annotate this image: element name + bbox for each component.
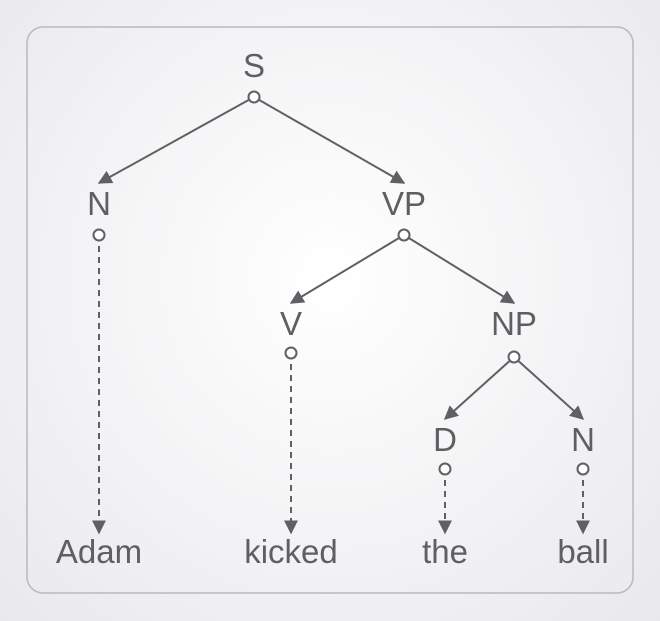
joint-n1 [92, 228, 106, 242]
joint-d [438, 462, 452, 476]
joint-n2 [576, 462, 590, 476]
node-label-vp: VP [382, 185, 426, 222]
node-label-d: D [433, 421, 457, 458]
word-kicked: kicked [244, 533, 338, 570]
tree-edges [97, 96, 585, 420]
node-label-n1: N [87, 185, 111, 222]
diagram-frame [26, 26, 634, 594]
edge-s-to-vp [253, 96, 406, 184]
node-label-s: S [243, 47, 265, 84]
edge-vp-to-v [289, 234, 405, 304]
joint-v [284, 346, 298, 360]
joint-s [247, 90, 261, 104]
tree-joints [92, 90, 590, 476]
edge-s-to-n1 [97, 96, 255, 184]
node-label-v: V [280, 305, 302, 342]
edge-vp-to-np [403, 234, 516, 304]
leaf-edges [92, 235, 590, 535]
node-label-np: NP [491, 305, 537, 342]
joint-vp [397, 228, 411, 242]
joint-np [507, 350, 521, 364]
word-ball: ball [557, 533, 608, 570]
edge-np-to-n2 [513, 356, 585, 420]
tree-labels: Adam kicked the ball S N VP V NP D N [56, 47, 609, 570]
node-label-n2: N [571, 421, 595, 458]
edge-np-to-d [443, 356, 515, 420]
word-the: the [422, 533, 468, 570]
word-adam: Adam [56, 533, 142, 570]
